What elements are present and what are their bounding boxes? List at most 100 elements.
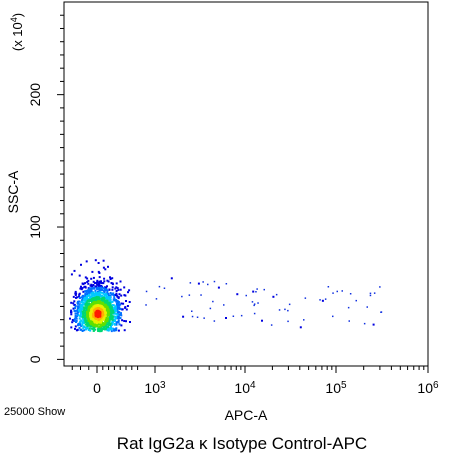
cluster-event bbox=[116, 312, 119, 315]
x-tick-label: 0 bbox=[93, 380, 101, 396]
tail-event bbox=[200, 294, 202, 296]
cluster-event bbox=[111, 283, 114, 286]
x-tick-label: 103 bbox=[144, 380, 166, 397]
cluster-event bbox=[72, 302, 75, 305]
cluster-event bbox=[114, 312, 117, 315]
cluster-event bbox=[128, 301, 131, 303]
tail-event bbox=[363, 322, 366, 325]
tail-event bbox=[256, 288, 258, 290]
cluster-event bbox=[98, 289, 101, 292]
cluster-event bbox=[114, 294, 117, 296]
tail-event bbox=[349, 293, 352, 295]
cluster-event bbox=[92, 329, 95, 332]
cluster-event bbox=[113, 323, 116, 325]
cluster-event bbox=[84, 326, 87, 329]
tail-event bbox=[213, 320, 216, 322]
cluster-event bbox=[78, 326, 81, 329]
cluster-event bbox=[77, 305, 80, 308]
cluster-event bbox=[86, 296, 89, 299]
x-tick-label-exponent: 4 bbox=[250, 380, 256, 391]
cluster-event bbox=[76, 328, 79, 331]
cluster-event bbox=[89, 325, 92, 328]
cluster-event bbox=[105, 295, 108, 298]
cluster-event bbox=[125, 320, 127, 323]
cluster-event bbox=[109, 292, 112, 294]
cluster-event bbox=[97, 270, 100, 273]
tail-event bbox=[213, 280, 216, 283]
cluster-event bbox=[110, 325, 112, 328]
cluster-event bbox=[115, 290, 118, 292]
tail-event bbox=[369, 292, 372, 295]
tail-event bbox=[347, 306, 350, 309]
cluster-event bbox=[117, 297, 120, 300]
cluster-event bbox=[73, 318, 76, 321]
cluster-event bbox=[120, 302, 123, 305]
cluster-event bbox=[104, 327, 107, 330]
cluster-event bbox=[84, 317, 86, 320]
cluster-event bbox=[103, 291, 106, 294]
cluster-event bbox=[124, 306, 127, 309]
cluster-event bbox=[98, 272, 101, 274]
cluster-event bbox=[82, 314, 85, 317]
cluster-event bbox=[86, 327, 89, 330]
x-axis: 0 103 104 105 106 bbox=[71, 366, 439, 397]
cluster-event bbox=[85, 260, 88, 263]
cluster-event bbox=[118, 311, 121, 314]
tail-event bbox=[240, 314, 243, 317]
cluster-event bbox=[92, 306, 95, 309]
cluster-event bbox=[109, 296, 112, 298]
chart-title: Rat IgG2a κ Isotype Control-APC bbox=[117, 434, 367, 453]
cluster-event bbox=[95, 299, 98, 302]
cluster-event bbox=[74, 327, 76, 330]
cluster-event bbox=[74, 314, 77, 317]
x-tick-label-exponent: 3 bbox=[160, 380, 166, 391]
cluster-event bbox=[128, 289, 131, 292]
cluster-event bbox=[103, 280, 106, 283]
cluster-event bbox=[78, 297, 81, 299]
cluster-event bbox=[87, 279, 90, 282]
event-count-label: 25000 Show bbox=[4, 406, 65, 418]
cluster-event bbox=[121, 319, 124, 322]
cluster-event bbox=[103, 277, 106, 280]
tail-event bbox=[163, 287, 166, 289]
cluster-event bbox=[108, 315, 111, 318]
cluster-event bbox=[120, 294, 123, 297]
cluster-event bbox=[96, 283, 99, 286]
cluster-event bbox=[108, 288, 111, 291]
cluster-event bbox=[95, 282, 98, 285]
cluster-event bbox=[95, 301, 98, 304]
cluster-event bbox=[93, 324, 96, 327]
cluster-event bbox=[94, 289, 97, 292]
cluster-event bbox=[114, 287, 117, 290]
cluster-event bbox=[88, 294, 91, 297]
cluster-event bbox=[80, 309, 83, 312]
cluster-event bbox=[96, 319, 99, 322]
cluster-event bbox=[119, 313, 122, 316]
cluster-event bbox=[92, 284, 95, 286]
cluster-event bbox=[110, 306, 113, 309]
tail-event bbox=[145, 290, 148, 293]
sparse-event bbox=[299, 326, 302, 329]
cluster-event bbox=[115, 292, 118, 295]
cluster-event bbox=[86, 293, 89, 296]
cluster-event bbox=[99, 281, 102, 284]
cluster-event bbox=[81, 323, 84, 326]
cluster-event bbox=[84, 290, 87, 293]
sparse-event bbox=[272, 295, 275, 298]
cluster-event bbox=[109, 300, 112, 302]
cluster-event bbox=[91, 320, 94, 323]
x-tick-label-exponent: 5 bbox=[341, 380, 347, 391]
cluster-event bbox=[87, 289, 89, 292]
cluster-event bbox=[102, 287, 105, 290]
cluster-event bbox=[109, 278, 112, 280]
cluster-event bbox=[109, 276, 111, 279]
y-axis: 0 100 200 bbox=[27, 14, 64, 363]
cluster-event bbox=[104, 289, 107, 292]
cluster-event bbox=[90, 277, 93, 280]
cluster-event bbox=[98, 296, 100, 299]
cluster-event bbox=[73, 304, 76, 307]
cluster-event bbox=[84, 314, 87, 317]
cluster-event bbox=[123, 286, 126, 289]
data-points bbox=[69, 259, 383, 333]
tail-event bbox=[209, 307, 212, 310]
